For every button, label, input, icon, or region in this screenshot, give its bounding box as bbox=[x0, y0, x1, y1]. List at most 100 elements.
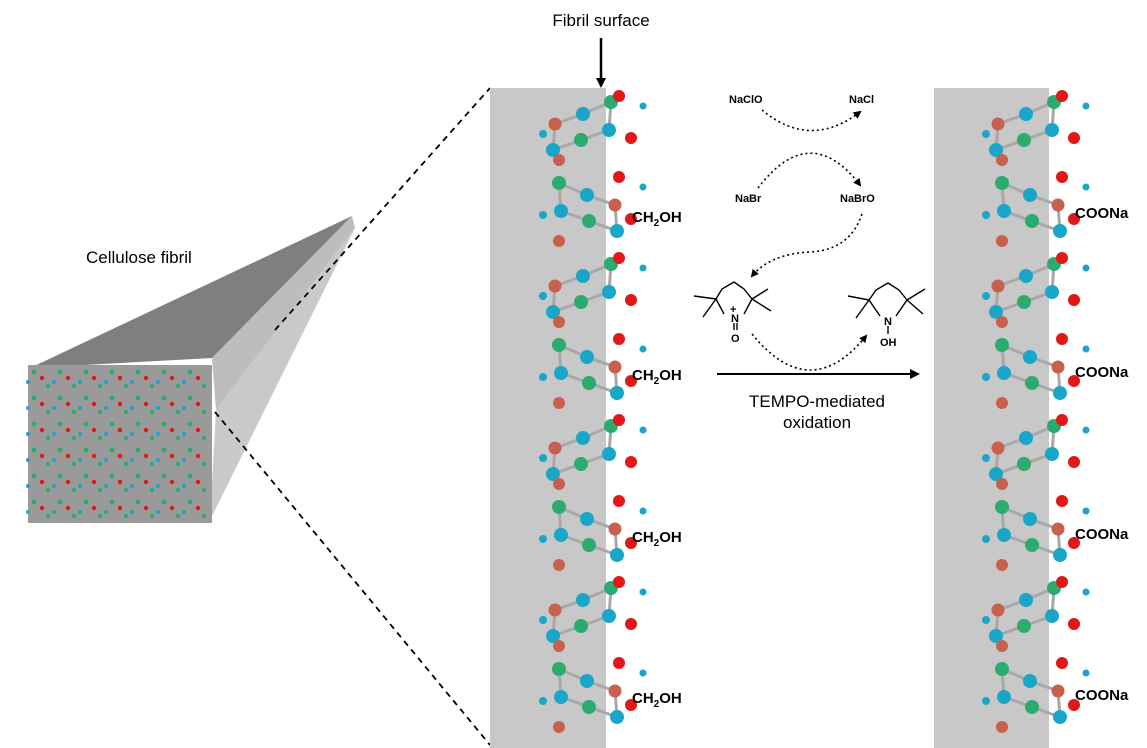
chain-atom bbox=[546, 467, 560, 481]
fibril-atom bbox=[182, 406, 186, 410]
svg-text:CH2OH: CH2OH bbox=[632, 690, 682, 710]
chain-atom bbox=[1053, 710, 1067, 724]
chain-atom bbox=[548, 279, 562, 293]
fibril-atom bbox=[71, 513, 77, 519]
chain-atom bbox=[1053, 224, 1067, 238]
chain-atom bbox=[1019, 593, 1033, 607]
fibril-atom bbox=[91, 427, 97, 433]
fibril-atom bbox=[57, 395, 63, 401]
oxygen-atom bbox=[1056, 657, 1068, 669]
oxygen-atom bbox=[625, 375, 637, 387]
chain-atom bbox=[1017, 133, 1031, 147]
zoom-line-top bbox=[274, 87, 491, 331]
chain-atom bbox=[576, 593, 590, 607]
carboxylate-group-2: COONa bbox=[1075, 364, 1129, 381]
oxygen-atom bbox=[996, 559, 1008, 571]
oxygen-atom bbox=[625, 699, 637, 711]
hydrogen-atom bbox=[639, 345, 647, 353]
chain-atom bbox=[1045, 285, 1059, 299]
chain-atom bbox=[582, 700, 596, 714]
oxygen-atom bbox=[553, 640, 565, 652]
fibril-atom bbox=[130, 458, 134, 462]
chain-atom bbox=[1019, 431, 1033, 445]
hydroxymethyl-group-1: CH2OH bbox=[632, 209, 682, 229]
fibril-atom bbox=[91, 401, 97, 407]
cellulose-chain-before bbox=[539, 90, 647, 733]
oxygen-atom bbox=[996, 235, 1008, 247]
chain-atom bbox=[1051, 522, 1065, 536]
fibril-atom bbox=[187, 395, 193, 401]
chain-atom bbox=[610, 710, 624, 724]
fibril-atom bbox=[182, 484, 186, 488]
tempo-charge-label: + bbox=[730, 304, 736, 316]
chain-atom bbox=[989, 629, 1003, 643]
chain-atom bbox=[574, 619, 588, 633]
fibril-atom bbox=[91, 453, 97, 459]
fibril-atom bbox=[169, 401, 175, 407]
chain-atom bbox=[574, 457, 588, 471]
reagent-nacl: NaCl bbox=[849, 94, 874, 106]
fibril-atom bbox=[26, 406, 30, 410]
fibril-atom bbox=[26, 458, 30, 462]
chain-atom bbox=[991, 441, 1005, 455]
fibril-atom bbox=[39, 375, 45, 381]
oxygen-atom bbox=[625, 132, 637, 144]
fibril-top-face bbox=[30, 216, 352, 368]
hydrogen-atom bbox=[539, 535, 547, 543]
oxygen-atom bbox=[1056, 333, 1068, 345]
fibril-atom bbox=[57, 447, 63, 453]
fibril-atom bbox=[45, 409, 51, 415]
chain-atom bbox=[997, 690, 1011, 704]
cellulose-chain-after bbox=[982, 90, 1090, 733]
oxygen-atom bbox=[1068, 132, 1080, 144]
oxygen-atom bbox=[613, 171, 625, 183]
fibril-atom bbox=[31, 395, 37, 401]
oxygen-atom bbox=[1068, 456, 1080, 468]
fibril-atom bbox=[104, 406, 108, 410]
hydroxymethyl-group-2: CH2OH bbox=[632, 367, 682, 387]
fibril-atom bbox=[45, 487, 51, 493]
fibril-atom bbox=[195, 505, 201, 511]
fibril-atom bbox=[123, 513, 129, 519]
hydrogen-atom bbox=[639, 264, 647, 272]
hydrogen-atom bbox=[539, 697, 547, 705]
fibril-atom bbox=[78, 380, 82, 384]
chain-atom bbox=[1025, 538, 1039, 552]
fibril-atom bbox=[195, 401, 201, 407]
chain-atom bbox=[1025, 376, 1039, 390]
fibril-atom bbox=[97, 513, 103, 519]
chain-atom bbox=[1045, 609, 1059, 623]
oxygen-atom bbox=[553, 721, 565, 733]
reaction-label-line2: oxidation bbox=[783, 413, 851, 432]
chain-atom bbox=[582, 538, 596, 552]
chain-atom bbox=[1019, 269, 1033, 283]
fibril-atom bbox=[26, 380, 30, 384]
fibril-atom bbox=[104, 510, 108, 514]
fibril-atom bbox=[97, 383, 103, 389]
cellulose-fibril-label: Cellulose fibril bbox=[86, 248, 192, 267]
fibril-atom bbox=[123, 461, 129, 467]
fibril-atom bbox=[117, 453, 123, 459]
fibril-atom bbox=[97, 461, 103, 467]
oxygen-atom bbox=[625, 537, 637, 549]
fibril-atom bbox=[187, 421, 193, 427]
fibril-atom bbox=[130, 380, 134, 384]
oxygen-atom bbox=[1056, 171, 1068, 183]
fibril-atom bbox=[71, 383, 77, 389]
oxygen-atom bbox=[1068, 294, 1080, 306]
chain-atom bbox=[574, 133, 588, 147]
fibril-atom bbox=[161, 369, 167, 375]
fibril-atom bbox=[97, 409, 103, 415]
fibril-atom bbox=[45, 383, 51, 389]
chain-atom bbox=[995, 662, 1009, 676]
chain-atom bbox=[546, 305, 560, 319]
zoom-line-bottom bbox=[214, 411, 491, 746]
hydrogen-atom bbox=[1082, 426, 1090, 434]
fibril-atom bbox=[65, 453, 71, 459]
chain-atom bbox=[610, 386, 624, 400]
chain-atom bbox=[1051, 198, 1065, 212]
hydroxylamine-structure bbox=[847, 282, 926, 334]
fibril-atom bbox=[39, 479, 45, 485]
hydroxylamine-nitrogen-label: N bbox=[884, 316, 892, 328]
chain-atom bbox=[997, 204, 1011, 218]
